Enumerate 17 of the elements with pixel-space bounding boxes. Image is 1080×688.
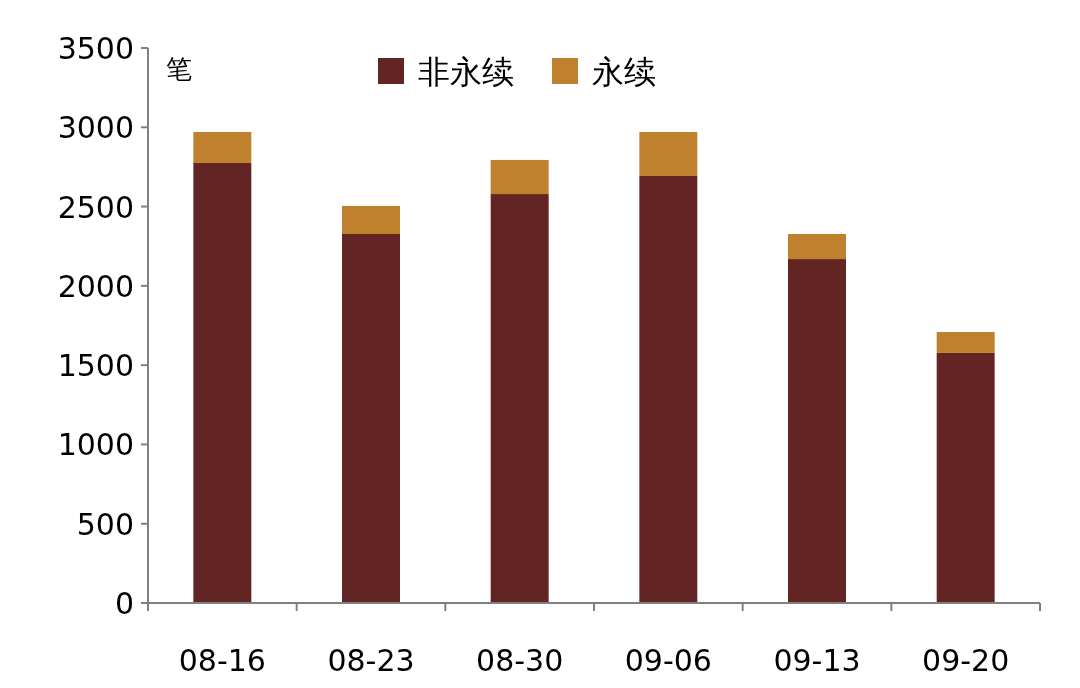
- y-tick-label: 500: [76, 506, 134, 542]
- y-tick-label: 3000: [57, 110, 134, 146]
- y-tick-label: 2000: [57, 268, 134, 304]
- x-tick-label: 09-13: [773, 643, 861, 678]
- y-tick-label: 1000: [57, 427, 134, 463]
- x-tick-label: 08-16: [178, 643, 266, 678]
- y-tick-label: 0: [114, 586, 134, 621]
- y-tick-label: 1500: [57, 348, 134, 384]
- legend-label: 非永续: [418, 53, 514, 91]
- x-tick-label: 08-23: [327, 643, 415, 678]
- x-tick-label: 08-30: [476, 643, 564, 678]
- y-tick-label: 2500: [57, 189, 134, 225]
- y-axis-title: 笔: [166, 54, 192, 84]
- y-tick-label: 3500: [57, 31, 134, 66]
- legend-label: 永续: [592, 53, 656, 91]
- x-tick-label: 09-20: [922, 643, 1010, 678]
- x-tick-label: 09-06: [624, 643, 712, 678]
